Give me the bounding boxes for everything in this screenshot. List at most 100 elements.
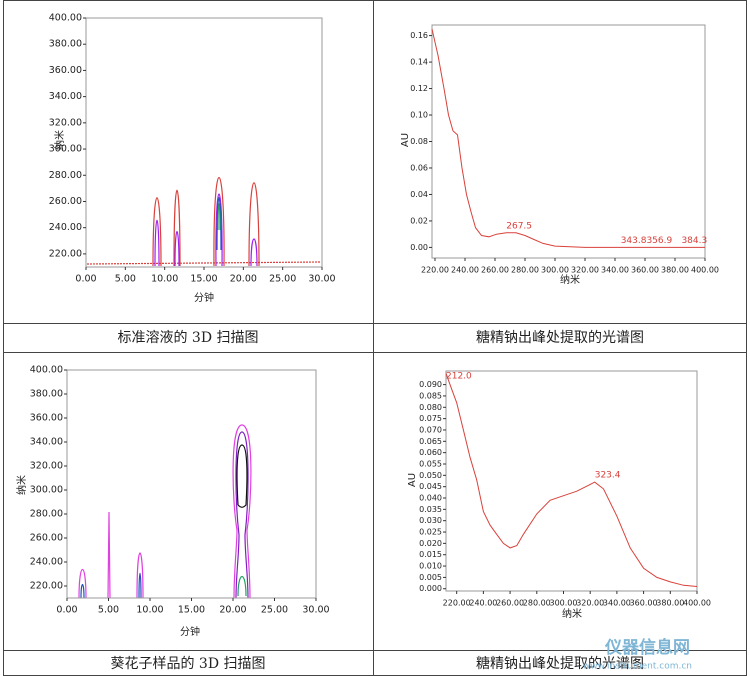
x-tick-label: 20.00 <box>219 605 246 616</box>
y-tick-label: 0.050 <box>419 471 442 480</box>
x-tick-label: 30.00 <box>302 605 329 616</box>
y-tick-label: 380.00 <box>30 389 63 400</box>
x-tick-label: 260.00 <box>496 599 524 608</box>
x-tick-label: 10.00 <box>151 274 178 285</box>
x-tick-label: 280.00 <box>511 266 539 275</box>
contour-traces <box>86 176 321 267</box>
y-tick-label: 320.00 <box>30 461 63 472</box>
y-axis-label: AU <box>400 133 411 147</box>
x-tick-label: 340.00 <box>601 266 629 275</box>
y-tick-label: 0.000 <box>419 584 442 593</box>
x-axis-label: 分钟 <box>180 625 200 638</box>
y-tick-label: 340.00 <box>49 91 82 102</box>
watermark-url: www.instrument.com.cn <box>583 662 692 672</box>
plot-frame <box>431 24 706 259</box>
x-axis-label: 分钟 <box>194 291 214 304</box>
y-tick-label: 0.015 <box>419 550 442 559</box>
x-tick-label: 320.00 <box>571 266 599 275</box>
annotation: 323.4 <box>595 471 621 481</box>
x-tick-label: 380.00 <box>661 266 689 275</box>
y-tick-label: 0.025 <box>419 528 442 537</box>
y-tick-label: 0.035 <box>419 505 442 514</box>
annotation: 384.3 <box>681 236 707 246</box>
x-tick-label: 300.00 <box>541 266 569 275</box>
y-tick-label: 0.10 <box>410 111 428 120</box>
y-tick-label: 320.00 <box>49 117 82 128</box>
y-tick-label: 0.080 <box>419 403 442 412</box>
x-tick-label: 15.00 <box>178 605 205 616</box>
y-tick-label: 400.00 <box>30 365 63 376</box>
y-tick-label: 0.075 <box>419 414 442 423</box>
x-tick-label: 380.00 <box>656 599 684 608</box>
plot-frame <box>85 17 323 268</box>
x-tick-label: 5.00 <box>98 605 119 616</box>
x-tick-label: 360.00 <box>631 266 659 275</box>
x-tick-label: 320.00 <box>576 599 604 608</box>
annotation: 212.0 <box>446 372 472 382</box>
y-axis-label: AU <box>407 473 418 487</box>
y-tick-label: 0.005 <box>419 573 442 582</box>
y-tick-label: 400.00 <box>49 13 82 24</box>
x-tick-label: 260.00 <box>481 266 509 275</box>
x-tick-label: 360.00 <box>630 599 658 608</box>
y-tick-label: 0.090 <box>419 380 442 389</box>
y-tick-label: 0.070 <box>419 425 442 434</box>
contour-traces <box>78 424 252 599</box>
x-tick-label: 220.00 <box>421 266 449 275</box>
y-tick-label: 240.00 <box>49 222 82 233</box>
y-tick-label: 340.00 <box>30 437 63 448</box>
y-axis-label: 纳米 <box>15 475 28 495</box>
x-tick-label: 0.00 <box>75 274 96 285</box>
x-tick-label: 10.00 <box>136 605 163 616</box>
x-tick-label: 240.00 <box>451 266 479 275</box>
caption: 糖精钠出峰处提取的光谱图 <box>476 656 644 672</box>
y-tick-label: 380.00 <box>49 39 82 50</box>
spectrum-line <box>431 28 705 248</box>
x-axis-label: 纳米 <box>562 607 582 620</box>
y-tick-label: 220.00 <box>49 248 82 259</box>
annotation: 356.9 <box>646 236 672 246</box>
y-tick-label: 0.04 <box>410 190 428 199</box>
y-tick-label: 360.00 <box>49 65 82 76</box>
x-tick-label: 220.00 <box>443 599 471 608</box>
x-tick-label: 240.00 <box>469 599 497 608</box>
y-axis-label: 纳米 <box>53 130 66 150</box>
y-tick-label: 300.00 <box>30 485 63 496</box>
y-tick-label: 0.060 <box>419 448 442 457</box>
x-tick-label: 5.00 <box>115 274 136 285</box>
y-tick-label: 0.08 <box>410 137 428 146</box>
x-tick-label: 20.00 <box>230 274 257 285</box>
caption: 糖精钠出峰处提取的光谱图 <box>476 330 644 346</box>
x-tick-label: 0.00 <box>56 605 77 616</box>
y-tick-label: 0.020 <box>419 539 442 548</box>
y-tick-label: 0.040 <box>419 494 442 503</box>
caption: 葵花子样品的 3D 扫描图 <box>110 656 265 672</box>
watermark: 仪器信息网 <box>604 637 690 658</box>
x-tick-label: 25.00 <box>261 605 288 616</box>
x-tick-label: 30.00 <box>308 274 335 285</box>
x-tick-label: 400.00 <box>691 266 719 275</box>
y-tick-label: 240.00 <box>30 557 63 568</box>
y-tick-label: 360.00 <box>30 413 63 424</box>
y-tick-label: 0.14 <box>410 58 428 67</box>
x-tick-label: 300.00 <box>549 599 577 608</box>
plot-frame <box>445 370 698 592</box>
y-tick-label: 0.085 <box>419 391 442 400</box>
y-tick-label: 0.02 <box>410 216 428 225</box>
y-tick-label: 0.010 <box>419 562 442 571</box>
y-tick-label: 280.00 <box>49 170 82 181</box>
y-tick-label: 0.00 <box>410 243 428 252</box>
caption: 标准溶液的 3D 扫描图 <box>117 330 258 346</box>
annotation: 267.5 <box>506 221 532 231</box>
y-tick-label: 0.16 <box>410 31 428 40</box>
x-tick-label: 15.00 <box>190 274 217 285</box>
y-tick-label: 0.12 <box>410 84 428 93</box>
y-tick-label: 280.00 <box>30 509 63 520</box>
y-tick-label: 220.00 <box>30 581 63 592</box>
y-tick-label: 0.030 <box>419 516 442 525</box>
y-tick-label: 0.055 <box>419 459 442 468</box>
x-tick-label: 340.00 <box>603 599 631 608</box>
y-tick-label: 0.06 <box>410 163 428 172</box>
